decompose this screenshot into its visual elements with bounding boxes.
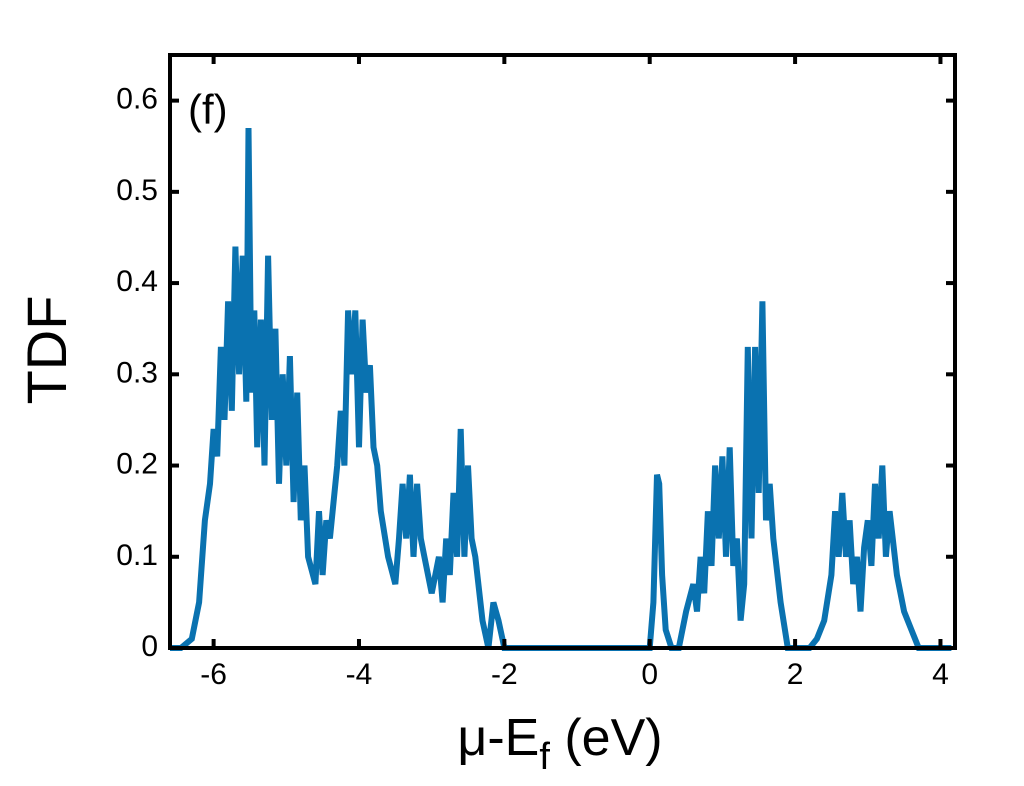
y-tick-label: 0.4 bbox=[116, 265, 158, 298]
plot-frame bbox=[168, 53, 957, 650]
x-tick-label: 2 bbox=[787, 658, 804, 691]
x-tick-label: -4 bbox=[346, 658, 373, 691]
x-axis-label: μ-Ef (eV) bbox=[457, 709, 662, 778]
x-axis-label-sub: f bbox=[539, 736, 550, 778]
y-tick-label: 0.5 bbox=[116, 174, 158, 207]
x-axis-label-main: μ-E bbox=[457, 709, 539, 767]
y-axis-label: TDF bbox=[15, 296, 78, 405]
x-axis-label-unit: (eV) bbox=[550, 709, 663, 767]
y-tick-label: 0.2 bbox=[116, 448, 158, 481]
y-tick-label: 0.1 bbox=[116, 539, 158, 572]
x-tick-label: -6 bbox=[200, 658, 227, 691]
x-tick-label: 4 bbox=[932, 658, 949, 691]
y-tick-label: 0.3 bbox=[116, 356, 158, 389]
x-tick-label: -2 bbox=[491, 658, 518, 691]
y-tick-label: 0 bbox=[141, 630, 158, 663]
panel-label: (f) bbox=[188, 86, 228, 133]
data-line bbox=[170, 127, 952, 651]
y-tick-label: 0.6 bbox=[116, 83, 158, 116]
x-tick-label: 0 bbox=[641, 658, 658, 691]
